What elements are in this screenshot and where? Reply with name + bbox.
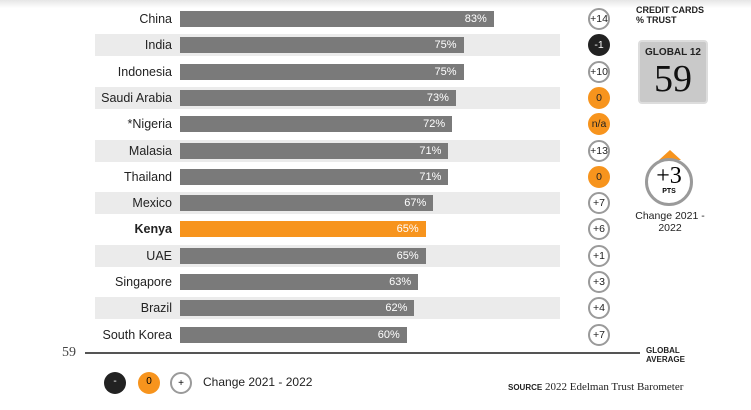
category-label: South Korea [102, 327, 173, 342]
change-badge: +1 [588, 244, 610, 267]
category-label: Singapore [115, 275, 172, 289]
change-badge: -1 [588, 34, 610, 57]
change-badge: +7 [588, 192, 610, 215]
chart-row: Kenya 65% [95, 218, 560, 240]
chart-row: Malasia 71% [95, 139, 560, 162]
chart-row: UAE 65% [95, 244, 560, 267]
change-badge: +13 [588, 139, 610, 162]
global-value: 59 [654, 58, 692, 100]
chart-row: Brazil 62% [95, 297, 560, 320]
chart-row: Indonesia 75% [95, 61, 560, 83]
category-label: India [144, 38, 172, 53]
bar: 67% [180, 195, 434, 212]
change-badge: +4 [588, 297, 610, 320]
chart-row: Mexico 67% [95, 192, 560, 215]
chart-row: Saudi Arabia 73% [95, 86, 560, 109]
global-average-line [85, 352, 640, 354]
category-label: UAE [146, 248, 172, 263]
category-label: Malasia [128, 143, 172, 158]
chart-row: Thailand 71% [95, 166, 560, 188]
chart-row: *Nigeria 72% [95, 113, 560, 135]
bar: 71% [180, 168, 449, 185]
category-label: Indonesia [117, 64, 172, 79]
change-badge: +10 [588, 60, 610, 83]
global-score-box: GLOBAL 12 59 [638, 40, 708, 104]
panel-title: CREDIT CARDS % TRUST [636, 5, 705, 25]
source-label: SOURCE [508, 383, 543, 392]
change-unit: PTS [662, 188, 676, 195]
bar: 65% [180, 221, 426, 238]
chart-row: India 75% [95, 34, 560, 57]
change-badge: +3 [588, 271, 610, 293]
global-average-label: GLOBAL AVERAGE [646, 346, 685, 364]
chart-row: South Korea 60% [95, 324, 560, 346]
change-badge: +14 [588, 8, 610, 30]
top-shade [0, 0, 751, 8]
legend-negative: - [104, 372, 126, 394]
category-label: Brazil [140, 301, 172, 316]
category-label: China [139, 12, 172, 26]
category-label: Mexico [132, 196, 172, 211]
change-circle: +3 PTS [645, 158, 693, 206]
change-badge: +6 [588, 218, 610, 241]
category-label: Thailand [124, 169, 172, 184]
chart-row: Singapore 63% [95, 271, 560, 293]
source: SOURCE 2022 Edelman Trust Barometer [508, 380, 683, 395]
change-badge: +7 [588, 323, 610, 346]
category-label: Saudi Arabia [101, 90, 172, 105]
bar: 75% [180, 37, 464, 54]
bar: 72% [180, 116, 453, 133]
global-average-value: 59 [62, 345, 76, 360]
legend-text: Change 2021 - 2022 [203, 375, 313, 389]
change-value: +3 [656, 163, 682, 189]
global-label: GLOBAL 12 [645, 47, 701, 58]
bar: 60% [180, 326, 407, 343]
bar: 75% [180, 63, 464, 80]
legend-positive: + [170, 372, 192, 394]
bar: 65% [180, 247, 426, 264]
source-text: 2022 Edelman Trust Barometer [544, 381, 684, 393]
category-label: *Nigeria [127, 117, 172, 132]
legend-zero: 0 [138, 372, 160, 394]
up-triangle-icon [659, 150, 681, 160]
bar: 62% [180, 300, 415, 317]
change-badge: 0 [588, 165, 610, 188]
bar: 63% [180, 274, 419, 290]
bar: 71% [180, 142, 449, 159]
change-badge: 0 [588, 86, 610, 109]
category-label: Kenya [134, 222, 172, 237]
change-badge: n/a [588, 113, 610, 136]
chart-row: China 83% [95, 8, 560, 30]
change-caption: Change 2021 - 2022 [635, 210, 705, 234]
bar: 83% [180, 11, 494, 27]
bar: 73% [180, 89, 456, 106]
